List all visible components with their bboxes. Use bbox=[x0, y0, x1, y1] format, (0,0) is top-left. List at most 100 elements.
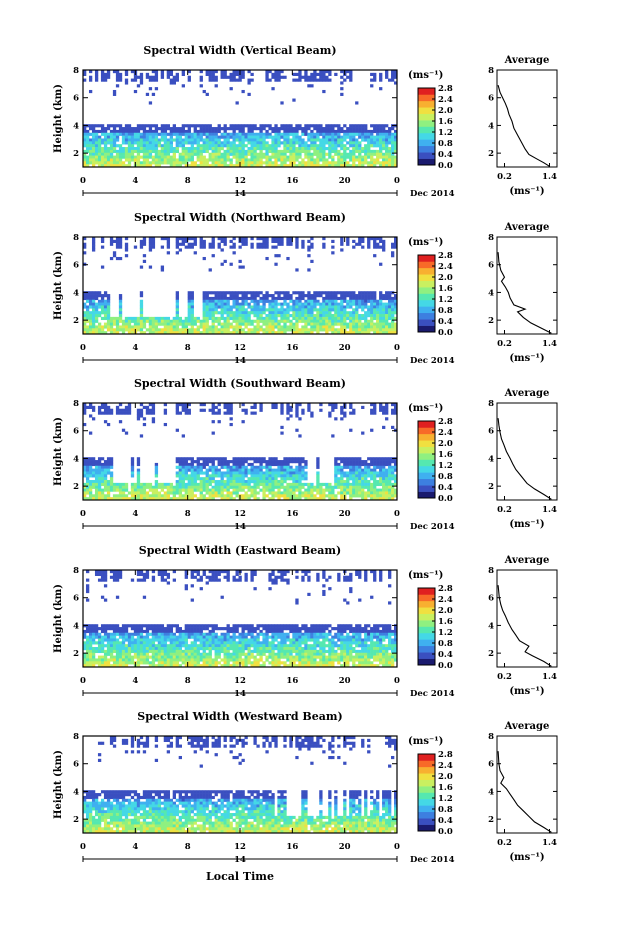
heatmap-cell bbox=[259, 409, 262, 412]
heatmap-cell bbox=[224, 138, 227, 141]
heatmap-cell bbox=[349, 79, 352, 82]
heatmap-cell bbox=[253, 474, 256, 477]
colorbar-swatch bbox=[418, 313, 435, 320]
heatmap-cell bbox=[161, 161, 164, 164]
heatmap-cell bbox=[346, 141, 349, 144]
heatmap-cell bbox=[319, 491, 322, 494]
heatmap-cell bbox=[373, 412, 376, 415]
heatmap-cell bbox=[104, 317, 107, 320]
heatmap-cell bbox=[236, 79, 239, 82]
heatmap-cell bbox=[346, 161, 349, 164]
heatmap-cell bbox=[110, 460, 113, 463]
heatmap-cell bbox=[361, 480, 364, 483]
heatmap-cell bbox=[304, 147, 307, 150]
heatmap-cell bbox=[364, 323, 367, 326]
heatmap-cell bbox=[283, 477, 286, 480]
heatmap-cell bbox=[268, 457, 271, 460]
heatmap-cell bbox=[242, 328, 245, 331]
heatmap-cell bbox=[137, 150, 140, 153]
heatmap-cell bbox=[256, 136, 259, 139]
heatmap-cell bbox=[334, 138, 337, 141]
heatmap-cell bbox=[391, 150, 394, 153]
heatmap-cell bbox=[131, 494, 134, 497]
heatmap-cell bbox=[295, 494, 298, 497]
heatmap-cell bbox=[89, 303, 92, 306]
heatmap-cell bbox=[298, 161, 301, 164]
heatmap-cell bbox=[307, 144, 310, 147]
heatmap-cell bbox=[379, 156, 382, 159]
heatmap-cell bbox=[343, 460, 346, 463]
heatmap-cell bbox=[152, 130, 155, 133]
heatmap-cell bbox=[128, 491, 131, 494]
heatmap-cell bbox=[134, 133, 137, 136]
heatmap-cell bbox=[179, 469, 182, 472]
heatmap-cell bbox=[355, 305, 358, 308]
heatmap-cell bbox=[247, 297, 250, 300]
heatmap-cell bbox=[295, 308, 298, 311]
heatmap-cell bbox=[373, 243, 376, 246]
heatmap-cell bbox=[283, 466, 286, 469]
heatmap-cell bbox=[101, 305, 104, 308]
heatmap-cell bbox=[304, 308, 307, 311]
colorbar-swatch bbox=[418, 107, 435, 114]
heatmap-cell bbox=[221, 294, 224, 297]
heatmap-cell bbox=[86, 297, 89, 300]
y-axis-label: Height (km) bbox=[53, 84, 64, 153]
heatmap-cell bbox=[370, 153, 373, 156]
heatmap-cell bbox=[242, 130, 245, 133]
heatmap-cell bbox=[161, 328, 164, 331]
heatmap-cell bbox=[379, 294, 382, 297]
heatmap-cell bbox=[215, 305, 218, 308]
heatmap-cell bbox=[95, 158, 98, 161]
heatmap-cell bbox=[242, 90, 245, 93]
heatmap-cell bbox=[203, 156, 206, 159]
heatmap-cell bbox=[131, 647, 134, 650]
heatmap-cell bbox=[161, 489, 164, 492]
heatmap-cell bbox=[319, 320, 322, 323]
heatmap-cell bbox=[310, 305, 313, 308]
heatmap-cell bbox=[310, 246, 313, 249]
heatmap-cell bbox=[391, 483, 394, 486]
heatmap-cell bbox=[331, 130, 334, 133]
heatmap-cell bbox=[89, 641, 92, 644]
heatmap-cell bbox=[286, 308, 289, 311]
heatmap-cell bbox=[253, 412, 256, 415]
heatmap-cell bbox=[286, 156, 289, 159]
heatmap-cell bbox=[361, 303, 364, 306]
heatmap-cell bbox=[322, 130, 325, 133]
heatmap-cell bbox=[331, 486, 334, 489]
heatmap-cell bbox=[176, 150, 179, 153]
heatmap-cell bbox=[239, 156, 242, 159]
heatmap-cell bbox=[373, 127, 376, 130]
heatmap-cell bbox=[370, 489, 373, 492]
heatmap-cell bbox=[98, 311, 101, 314]
heatmap-cell bbox=[164, 130, 167, 133]
heatmap-cell bbox=[101, 474, 104, 477]
heatmap-cell bbox=[259, 300, 262, 303]
heatmap-cell bbox=[391, 477, 394, 480]
heatmap-cell bbox=[122, 133, 125, 136]
heatmap-cell bbox=[295, 246, 298, 249]
heatmap-cell bbox=[86, 477, 89, 480]
heatmap-cell bbox=[364, 156, 367, 159]
heatmap-cell bbox=[221, 240, 224, 243]
heatmap-cell bbox=[104, 136, 107, 139]
heatmap-cell bbox=[182, 150, 185, 153]
heatmap-cell bbox=[191, 311, 194, 314]
heatmap-cell bbox=[304, 317, 307, 320]
heatmap-cell bbox=[188, 300, 191, 303]
heatmap-cell bbox=[385, 311, 388, 314]
heatmap-cell bbox=[125, 406, 128, 409]
heatmap-cell bbox=[92, 240, 95, 243]
heatmap-cell bbox=[230, 483, 233, 486]
heatmap-cell bbox=[379, 317, 382, 320]
heatmap-cell bbox=[203, 150, 206, 153]
heatmap-cell bbox=[358, 153, 361, 156]
heatmap-cell bbox=[352, 412, 355, 415]
heatmap-cell bbox=[313, 320, 316, 323]
heatmap-cell bbox=[322, 133, 325, 136]
heatmap-cell bbox=[128, 624, 131, 627]
heatmap-cell bbox=[98, 627, 101, 630]
heatmap-cell bbox=[158, 328, 161, 331]
heatmap-cell bbox=[131, 79, 134, 82]
